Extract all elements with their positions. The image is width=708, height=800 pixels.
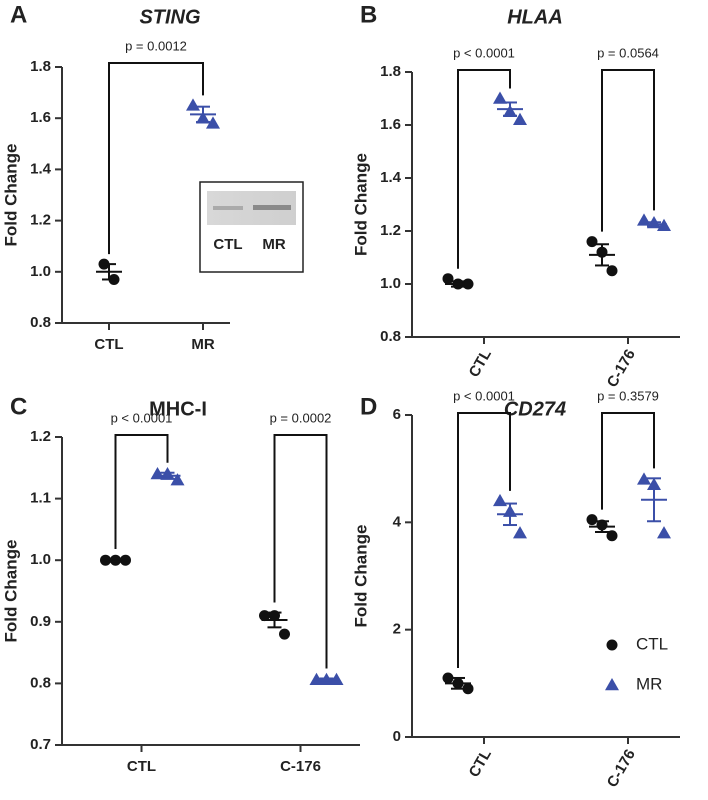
y-tick-label: 0.8 <box>380 328 401 345</box>
gel-band <box>213 206 243 210</box>
data-point <box>606 530 618 542</box>
y-tick-label: 0.8 <box>30 674 51 691</box>
inset-label: MR <box>262 236 285 253</box>
data-point <box>279 628 290 640</box>
y-tick-label: 0.8 <box>30 314 51 331</box>
data-point <box>606 639 618 651</box>
y-tick-label: 1.8 <box>30 58 51 75</box>
data-point <box>206 116 220 129</box>
y-tick-label: 1.0 <box>30 551 51 568</box>
chart-title: CD274 <box>504 398 566 420</box>
error-bar <box>108 557 123 563</box>
inset-label: CTL <box>213 236 242 253</box>
x-tick-label: CTL <box>466 346 495 380</box>
y-tick-label: 1.6 <box>380 116 401 133</box>
y-tick-label: 0 <box>393 728 401 745</box>
data-point <box>442 672 454 684</box>
y-tick-label: 1.1 <box>30 490 51 507</box>
error-bar <box>160 471 175 480</box>
data-point <box>493 91 507 104</box>
data-point <box>657 526 671 539</box>
legend-label: MR <box>636 674 662 693</box>
significance-bracket <box>457 412 511 668</box>
y-axis-label: Fold Change <box>351 153 370 256</box>
panel-letter: D <box>360 393 377 420</box>
data-point <box>442 273 454 285</box>
significance-bracket <box>601 412 655 510</box>
y-tick-label: 1.4 <box>30 160 52 177</box>
significance-bracket <box>114 434 169 549</box>
y-tick-label: 1.0 <box>30 263 51 280</box>
y-tick-label: 1.2 <box>30 428 51 445</box>
y-tick-label: 1.2 <box>30 212 51 229</box>
y-tick-label: 2 <box>393 621 401 638</box>
chart-title: HLAA <box>507 6 563 28</box>
significance-bracket <box>601 69 655 232</box>
x-tick-label: C-176 <box>604 746 639 790</box>
chart-title: STING <box>139 6 200 28</box>
y-tick-label: 1.2 <box>380 222 401 239</box>
data-point <box>637 472 651 485</box>
y-tick-label: 0.7 <box>30 736 51 753</box>
error-bar <box>451 676 465 690</box>
data-point <box>513 526 527 539</box>
data-point <box>586 514 598 526</box>
panel-letter: B <box>360 1 377 28</box>
significance-bracket <box>457 69 511 269</box>
error-bar <box>319 677 334 682</box>
data-point <box>513 112 527 125</box>
data-point <box>606 265 618 277</box>
y-tick-label: 1.0 <box>380 275 401 292</box>
x-tick-label: CTL <box>127 758 156 775</box>
y-tick-label: 6 <box>393 406 401 423</box>
p-value: p = 0.0564 <box>597 45 659 60</box>
error-bar <box>102 263 116 281</box>
error-bar <box>647 477 661 523</box>
x-tick-label: CTL <box>466 746 495 780</box>
y-axis-label: Fold Change <box>1 144 20 247</box>
data-point <box>186 98 200 111</box>
x-tick-label: C-176 <box>280 758 321 775</box>
panel-letter: C <box>10 393 27 420</box>
data-point <box>586 236 598 248</box>
significance-bracket <box>273 434 328 669</box>
significance-bracket <box>108 62 204 255</box>
x-tick-label: MR <box>191 336 214 353</box>
gel-band <box>253 205 291 210</box>
y-tick-label: 1.6 <box>30 109 51 126</box>
x-tick-label: C-176 <box>604 346 639 390</box>
chart-title: MHC-I <box>149 398 207 420</box>
error-bar <box>196 105 210 124</box>
p-value: p < 0.0001 <box>453 388 515 403</box>
data-point <box>259 610 270 622</box>
y-tick-label: 0.9 <box>30 613 51 630</box>
y-tick-label: 1.8 <box>380 63 401 80</box>
p-value: p = 0.0002 <box>270 410 332 425</box>
p-value: p < 0.0001 <box>111 410 173 425</box>
y-tick-label: 4 <box>393 513 402 530</box>
legend-label: CTL <box>636 634 668 653</box>
error-bar <box>267 611 282 629</box>
error-bar <box>451 280 465 288</box>
error-bar <box>503 502 517 527</box>
y-axis-label: Fold Change <box>1 540 20 643</box>
data-point <box>605 678 619 691</box>
p-value: p < 0.0001 <box>453 45 515 60</box>
p-value: p = 0.0012 <box>125 38 187 53</box>
error-bar <box>647 221 661 228</box>
data-point <box>170 473 185 486</box>
error-bar <box>595 243 609 267</box>
error-bar <box>503 101 517 117</box>
y-tick-label: 1.4 <box>380 169 402 186</box>
p-value: p = 0.3579 <box>597 388 659 403</box>
panel-letter: A <box>10 1 27 28</box>
x-tick-label: CTL <box>94 336 123 353</box>
error-bar <box>595 520 609 533</box>
y-axis-label: Fold Change <box>351 525 370 628</box>
data-point <box>462 683 474 695</box>
